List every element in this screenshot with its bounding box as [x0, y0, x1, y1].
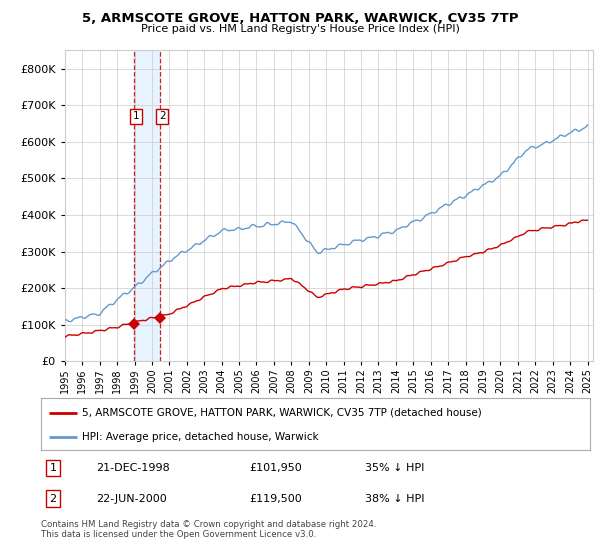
- Text: 5, ARMSCOTE GROVE, HATTON PARK, WARWICK, CV35 7TP (detached house): 5, ARMSCOTE GROVE, HATTON PARK, WARWICK,…: [82, 408, 482, 418]
- Text: 21-DEC-1998: 21-DEC-1998: [96, 463, 170, 473]
- Text: 22-JUN-2000: 22-JUN-2000: [96, 493, 167, 503]
- Bar: [134, 50, 160, 361]
- Text: 38% ↓ HPI: 38% ↓ HPI: [365, 493, 425, 503]
- Text: 2: 2: [49, 493, 56, 503]
- Text: £101,950: £101,950: [250, 463, 302, 473]
- Text: 1: 1: [49, 463, 56, 473]
- Text: Price paid vs. HM Land Registry's House Price Index (HPI): Price paid vs. HM Land Registry's House …: [140, 24, 460, 34]
- Text: 1: 1: [133, 111, 139, 121]
- Text: 2: 2: [159, 111, 166, 121]
- Text: Contains HM Land Registry data © Crown copyright and database right 2024.
This d: Contains HM Land Registry data © Crown c…: [41, 520, 376, 539]
- Text: 5, ARMSCOTE GROVE, HATTON PARK, WARWICK, CV35 7TP: 5, ARMSCOTE GROVE, HATTON PARK, WARWICK,…: [82, 12, 518, 25]
- Text: 35% ↓ HPI: 35% ↓ HPI: [365, 463, 424, 473]
- Text: £119,500: £119,500: [250, 493, 302, 503]
- Text: HPI: Average price, detached house, Warwick: HPI: Average price, detached house, Warw…: [82, 432, 319, 442]
